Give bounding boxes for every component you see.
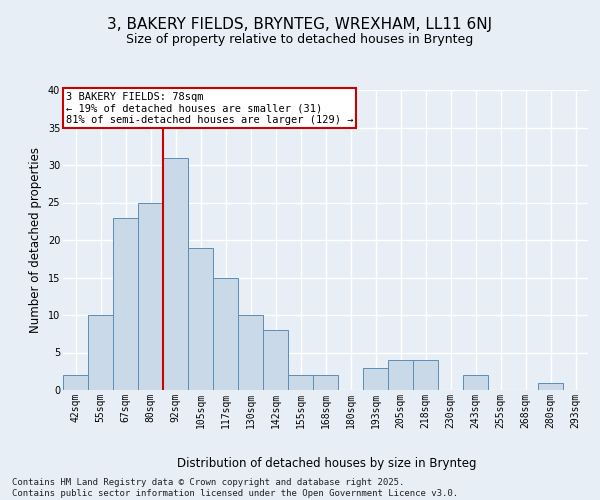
Y-axis label: Number of detached properties: Number of detached properties — [29, 147, 42, 333]
Bar — [263, 330, 288, 390]
Bar — [363, 368, 388, 390]
Text: 3, BAKERY FIELDS, BRYNTEG, WREXHAM, LL11 6NJ: 3, BAKERY FIELDS, BRYNTEG, WREXHAM, LL11… — [107, 18, 493, 32]
Bar — [288, 375, 313, 390]
Bar — [213, 278, 238, 390]
Bar — [88, 315, 113, 390]
Bar — [388, 360, 413, 390]
Bar — [163, 158, 188, 390]
Text: Size of property relative to detached houses in Brynteg: Size of property relative to detached ho… — [127, 32, 473, 46]
Bar — [463, 375, 488, 390]
Bar — [238, 315, 263, 390]
Bar — [538, 382, 563, 390]
Bar — [138, 202, 163, 390]
Bar — [63, 375, 88, 390]
Bar — [188, 248, 213, 390]
Text: Distribution of detached houses by size in Brynteg: Distribution of detached houses by size … — [177, 458, 477, 470]
Text: Contains HM Land Registry data © Crown copyright and database right 2025.
Contai: Contains HM Land Registry data © Crown c… — [12, 478, 458, 498]
Bar — [413, 360, 438, 390]
Bar — [313, 375, 338, 390]
Text: 3 BAKERY FIELDS: 78sqm
← 19% of detached houses are smaller (31)
81% of semi-det: 3 BAKERY FIELDS: 78sqm ← 19% of detached… — [65, 92, 353, 124]
Bar — [113, 218, 138, 390]
